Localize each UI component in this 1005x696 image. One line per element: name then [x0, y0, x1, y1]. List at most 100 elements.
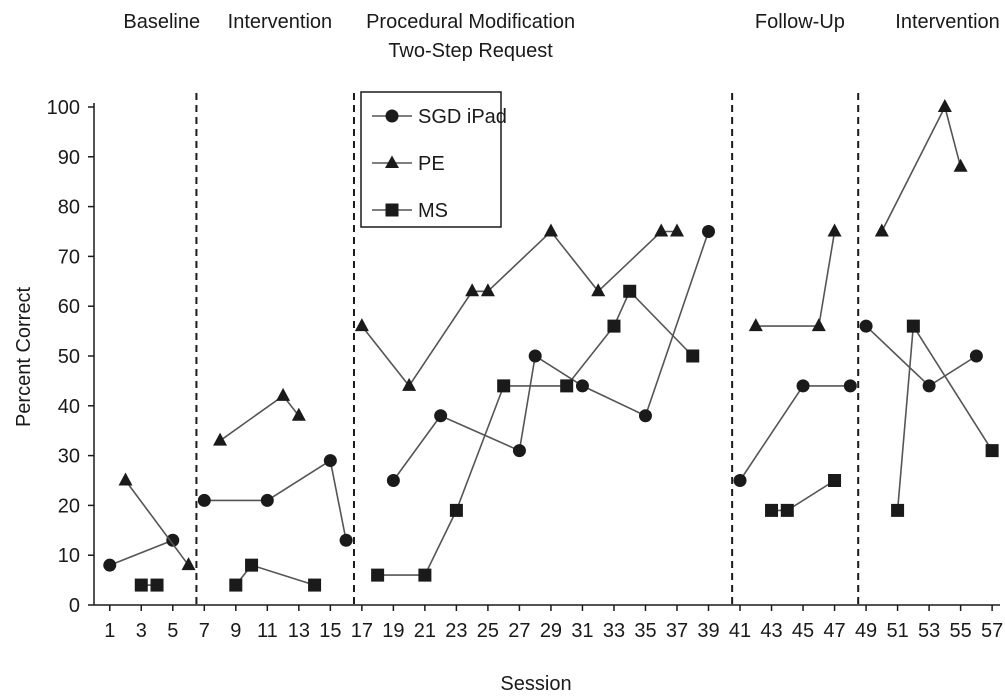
x-tick-label-27: 27 [508, 620, 530, 642]
point-pe-session-12 [276, 387, 291, 401]
point-pe-session-42 [748, 318, 763, 332]
point-ms-session-3 [134, 578, 148, 592]
x-tick-label-53: 53 [918, 620, 940, 642]
y-tick-label-100: 100 [47, 97, 80, 119]
point-sgd-ipad-session-5 [166, 533, 180, 547]
series-sgd-ipad [103, 225, 983, 572]
legend: SGD iPad PE MS [360, 91, 507, 228]
y-tick-label-40: 40 [58, 396, 80, 418]
point-pe-session-25 [480, 283, 495, 297]
series-line-sgd-ipad-phase-4 [739, 385, 851, 481]
series-line-pe-phase-3 [361, 230, 677, 388]
legend-marker-sgd-ipad [385, 109, 399, 123]
x-tick-label-3: 3 [136, 620, 147, 642]
point-pe-session-8 [213, 432, 228, 446]
point-ms-session-38 [686, 349, 700, 363]
point-pe-session-37 [669, 223, 684, 237]
point-ms-session-26 [497, 379, 511, 393]
x-tick-label-21: 21 [414, 620, 436, 642]
point-sgd-ipad-session-16 [339, 533, 353, 547]
point-sgd-ipad-session-56 [969, 349, 983, 363]
x-tick-label-57: 57 [981, 620, 1003, 642]
series-line-pe-phase-4 [755, 231, 836, 327]
y-tick-label-70: 70 [58, 246, 80, 268]
series-line-pe-phase-5 [881, 104, 962, 232]
x-tick-label-45: 45 [792, 620, 814, 642]
y-tick-label-60: 60 [58, 296, 80, 318]
point-pe-session-2 [118, 472, 133, 486]
phase-label-follow-up: Follow-Up [755, 11, 845, 33]
point-pe-session-54 [937, 99, 952, 112]
x-tick-label-31: 31 [571, 620, 593, 642]
point-sgd-ipad-session-41 [733, 474, 747, 487]
x-tick-label-51: 51 [886, 620, 908, 642]
point-ms-session-30 [560, 379, 574, 393]
point-pe-session-50 [874, 223, 889, 237]
point-sgd-ipad-session-1 [103, 558, 117, 572]
series-line-pe-phase-1 [124, 480, 190, 566]
series-ms [134, 284, 999, 592]
legend-label-pe: PE [418, 153, 445, 175]
series-pe [118, 99, 968, 571]
phase-lines [195, 93, 860, 609]
point-sgd-ipad-session-39 [702, 225, 716, 238]
y-tick-label-90: 90 [58, 147, 80, 169]
point-ms-session-4 [150, 578, 164, 592]
point-ms-session-21 [418, 568, 432, 582]
point-sgd-ipad-session-53 [922, 379, 936, 393]
point-pe-session-20 [402, 377, 417, 391]
x-tick-label-5: 5 [167, 620, 178, 642]
x-tick-label-9: 9 [230, 620, 241, 642]
point-pe-session-36 [654, 223, 669, 237]
legend-marker-ms [385, 203, 399, 217]
x-tick-label-25: 25 [477, 620, 499, 642]
point-pe-session-17 [354, 318, 369, 332]
point-sgd-ipad-session-22 [434, 409, 448, 423]
point-ms-session-44 [780, 503, 794, 517]
series-layer [103, 99, 999, 592]
point-pe-session-29 [543, 223, 558, 237]
x-tick-label-13: 13 [288, 620, 310, 642]
point-ms-session-57 [985, 444, 999, 458]
point-sgd-ipad-session-31 [575, 379, 589, 393]
point-pe-session-13 [291, 407, 306, 421]
point-sgd-ipad-session-45 [796, 379, 810, 393]
point-sgd-ipad-session-28 [528, 349, 542, 363]
x-tick-label-23: 23 [445, 620, 467, 642]
point-ms-session-18 [371, 568, 385, 582]
point-ms-session-52 [906, 319, 920, 333]
series-line-sgd-ipad-phase-3 [392, 231, 710, 481]
x-tick-label-7: 7 [199, 620, 210, 642]
point-sgd-ipad-session-49 [859, 319, 873, 333]
x-tick-label-11: 11 [257, 620, 278, 642]
point-ms-session-33 [607, 319, 621, 333]
legend-box [360, 91, 502, 228]
phase-label-intervention: Intervention [228, 11, 333, 33]
x-axis-title: Session [500, 673, 571, 695]
legend-marker-pe [385, 155, 399, 168]
y-tick-label-20: 20 [58, 495, 80, 517]
point-ms-session-9 [229, 578, 243, 592]
x-tick-label-43: 43 [760, 620, 782, 642]
point-ms-session-34 [623, 284, 637, 298]
x-tick-label-1: 1 [104, 620, 115, 642]
point-pe-session-32 [591, 283, 606, 297]
series-line-sgd-ipad-phase-5 [865, 325, 977, 387]
point-sgd-ipad-session-11 [260, 493, 274, 507]
x-tick-label-15: 15 [319, 620, 341, 642]
series-line-sgd-ipad-phase-1 [109, 539, 174, 566]
phase-label-baseline: Baseline [123, 11, 200, 33]
point-ms-session-14 [308, 578, 322, 592]
x-tick-label-29: 29 [540, 620, 562, 642]
point-ms-session-10 [245, 558, 259, 572]
point-ms-session-47 [828, 474, 842, 487]
legend-label-ms: MS [418, 200, 448, 222]
point-sgd-ipad-session-35 [638, 409, 652, 423]
point-sgd-ipad-session-48 [843, 379, 857, 393]
x-tick-label-37: 37 [666, 620, 688, 642]
point-sgd-ipad-session-15 [323, 454, 337, 468]
x-tick-label-33: 33 [603, 620, 625, 642]
x-tick-label-41: 41 [729, 620, 751, 642]
phase-labels: Baseline Intervention Procedural Modificat… [123, 11, 1005, 62]
